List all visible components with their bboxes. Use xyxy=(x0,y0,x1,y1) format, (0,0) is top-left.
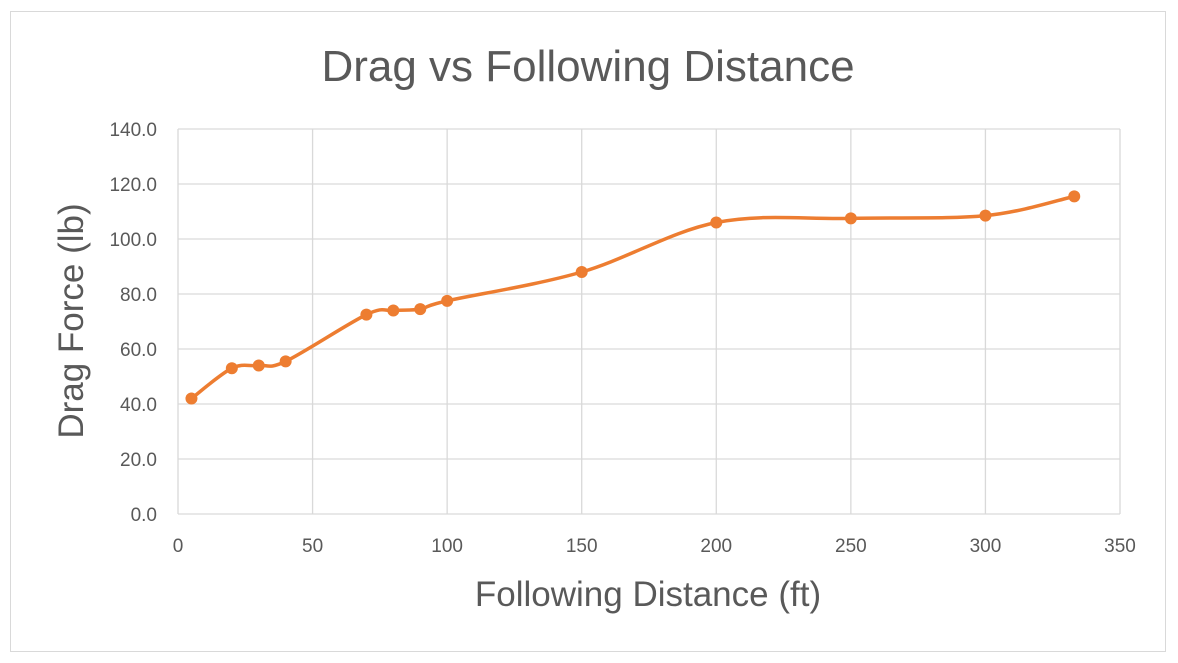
y-tick-label: 20.0 xyxy=(120,450,157,471)
x-tick-label: 300 xyxy=(970,536,1002,557)
y-tick-label: 40.0 xyxy=(120,395,157,416)
series-group xyxy=(185,190,1081,405)
x-axis-ticks: 0 50 100 150 200 250 300 350 xyxy=(173,536,1136,557)
x-tick-label: 100 xyxy=(431,536,463,557)
data-point xyxy=(279,355,292,368)
data-point xyxy=(414,303,427,316)
x-tick-label: 200 xyxy=(700,536,732,557)
y-axis-title: Drag Force (lb) xyxy=(52,203,91,438)
y-tick-label: 140.0 xyxy=(109,120,157,141)
data-point xyxy=(979,209,992,222)
y-tick-label: 60.0 xyxy=(120,340,157,361)
x-tick-label: 250 xyxy=(835,536,867,557)
data-point xyxy=(441,294,454,307)
y-tick-label: 100.0 xyxy=(109,230,157,251)
series-line xyxy=(189,194,1076,401)
data-point xyxy=(252,359,265,372)
data-point xyxy=(185,392,198,405)
data-point xyxy=(225,362,238,375)
data-point xyxy=(710,216,723,229)
y-tick-label: 80.0 xyxy=(120,285,157,306)
x-axis-title: Following Distance (ft) xyxy=(475,575,821,614)
chart-area xyxy=(10,11,1166,652)
data-point xyxy=(844,212,857,225)
x-tick-label: 50 xyxy=(302,536,323,557)
y-tick-label: 0.0 xyxy=(131,505,157,526)
data-point xyxy=(360,308,373,321)
data-point xyxy=(1068,190,1081,203)
x-tick-label: 150 xyxy=(566,536,598,557)
data-point xyxy=(387,304,400,317)
chart-title: Drag vs Following Distance xyxy=(321,42,854,91)
x-tick-label: 0 xyxy=(173,536,184,557)
x-tick-label: 350 xyxy=(1104,536,1136,557)
gridlines xyxy=(177,128,1121,515)
y-tick-label: 120.0 xyxy=(109,175,157,196)
y-axis-ticks: 0.0 20.0 40.0 60.0 80.0 100.0 120.0 140.0 xyxy=(109,120,157,526)
data-point xyxy=(575,266,588,278)
